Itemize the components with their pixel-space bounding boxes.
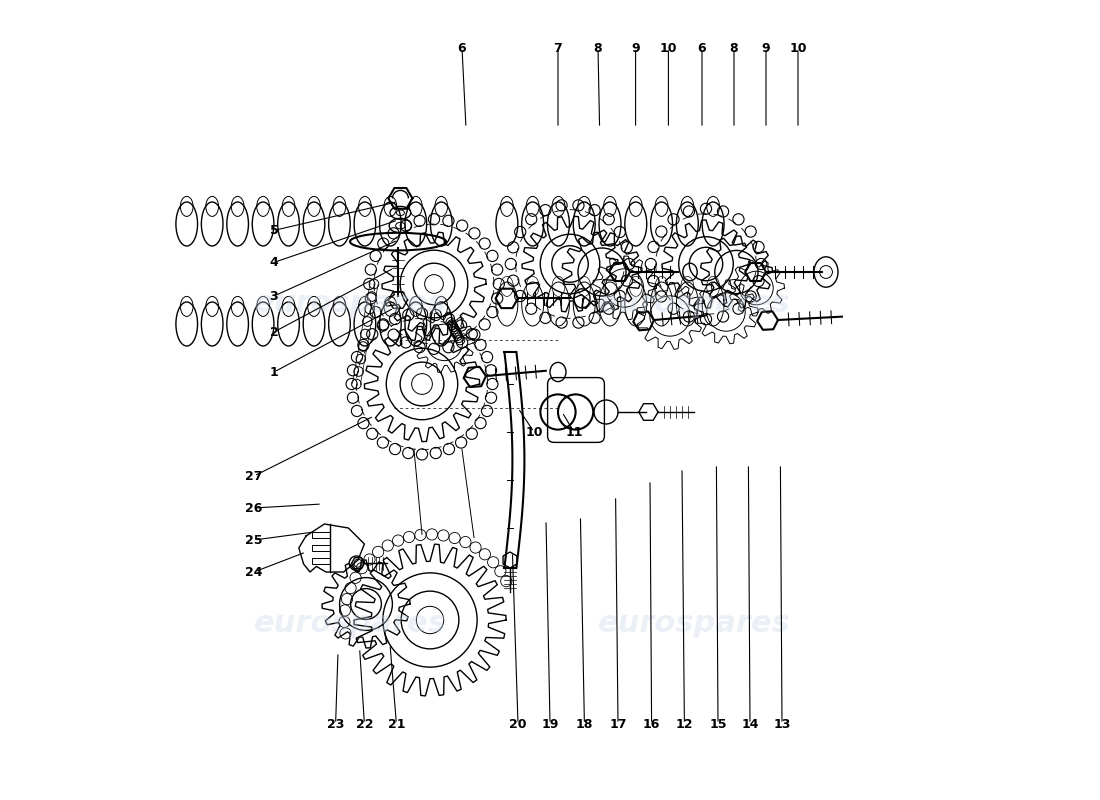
Text: 10: 10 — [526, 426, 542, 438]
Text: 23: 23 — [327, 718, 344, 730]
Text: 10: 10 — [660, 42, 678, 54]
Text: 8: 8 — [729, 42, 738, 54]
Text: 18: 18 — [575, 718, 593, 730]
Text: 17: 17 — [609, 718, 627, 730]
Text: eurospares: eurospares — [254, 610, 447, 638]
Bar — [312, 558, 330, 564]
Text: 9: 9 — [631, 42, 640, 54]
Text: 6: 6 — [458, 42, 466, 54]
Text: 5: 5 — [270, 224, 278, 237]
Text: 14: 14 — [741, 718, 759, 730]
Text: eurospares: eurospares — [254, 290, 447, 318]
Text: 6: 6 — [697, 42, 706, 54]
Text: 26: 26 — [245, 502, 263, 514]
Text: 7: 7 — [553, 42, 562, 54]
Text: 15: 15 — [710, 718, 727, 730]
Text: 27: 27 — [245, 470, 263, 482]
Text: 16: 16 — [642, 718, 660, 730]
Text: 25: 25 — [245, 534, 263, 546]
Text: 1: 1 — [270, 366, 278, 378]
Text: 4: 4 — [270, 256, 278, 269]
Text: 11: 11 — [565, 426, 583, 438]
Text: 10: 10 — [790, 42, 806, 54]
Text: 13: 13 — [773, 718, 791, 730]
Text: 22: 22 — [355, 718, 373, 730]
Text: 3: 3 — [270, 290, 278, 302]
Text: 21: 21 — [387, 718, 405, 730]
Text: 2: 2 — [270, 326, 278, 338]
Text: eurospares: eurospares — [597, 610, 791, 638]
Text: 24: 24 — [245, 566, 263, 578]
Text: 8: 8 — [594, 42, 603, 54]
Bar — [312, 545, 330, 551]
Text: 9: 9 — [761, 42, 770, 54]
Text: 20: 20 — [509, 718, 527, 730]
Text: 12: 12 — [675, 718, 693, 730]
Text: eurospares: eurospares — [597, 290, 791, 318]
Bar — [312, 532, 330, 538]
Text: 19: 19 — [541, 718, 559, 730]
